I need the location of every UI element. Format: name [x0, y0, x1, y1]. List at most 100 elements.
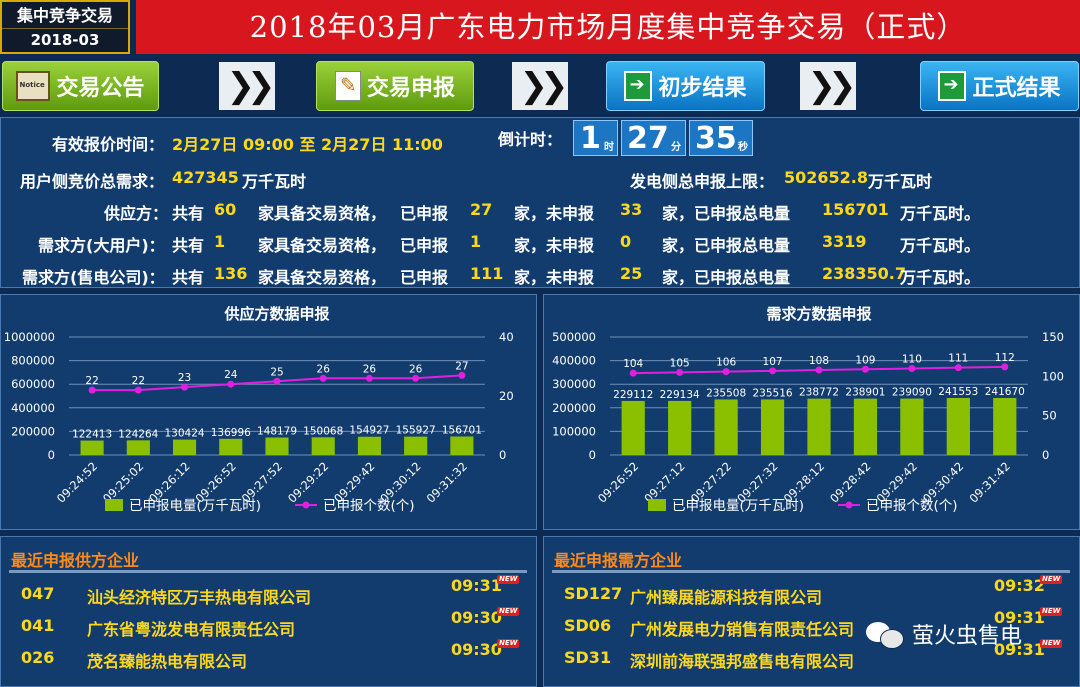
y2-tick-label: 100 — [1042, 369, 1064, 383]
list-item[interactable]: 041 广东省粤泷发电有限责任公司 09:30 NEW — [1, 607, 538, 642]
chart-title: 需求方数据申报 — [766, 305, 871, 323]
bar — [900, 398, 924, 455]
y-tick-label: 0 — [48, 448, 55, 462]
count-value-label: 26 — [317, 363, 331, 375]
x-tick-label: 09:31:42 — [966, 459, 1012, 505]
y2-tick-label: 150 — [1042, 330, 1064, 344]
nav-announcement-button[interactable]: 交易公告 — [2, 61, 159, 111]
legend-line-marker — [302, 501, 310, 509]
wechat-icon — [866, 619, 904, 649]
new-badge: NEW — [497, 607, 520, 616]
nav-final-result-button[interactable]: 正式结果 — [920, 61, 1079, 111]
nav-preliminary-result-button[interactable]: 初步结果 — [606, 61, 765, 111]
bar-value-label: 155927 — [396, 425, 436, 437]
list-item[interactable]: 026 茂名臻能热电有限公司 09:30 NEW — [1, 639, 538, 674]
notice-icon — [16, 71, 51, 101]
count-value-label: 104 — [623, 358, 643, 370]
count-value-label: 106 — [716, 357, 736, 369]
list-item[interactable]: SD31 深圳前海联强邦盛售电有限公司 09:31 NEW — [544, 639, 1080, 674]
count-point — [1001, 363, 1009, 371]
bar-value-label: 235508 — [706, 387, 746, 399]
y-tick-label: 100000 — [552, 424, 596, 438]
bar-value-label: 238772 — [799, 387, 839, 399]
demand-chart: 需求方数据申报 0 100000 200000 300000 400000 500000 0 5… — [552, 305, 1064, 514]
bar-value-label: 154927 — [349, 425, 389, 437]
report-time: 09:30 — [451, 608, 502, 627]
legend-bar-swatch — [648, 499, 666, 511]
company-name: 汕头经济特区万丰热电有限公司 — [87, 588, 312, 607]
nav-declaration-button[interactable]: 交易申报 — [316, 61, 474, 111]
legend-bar-swatch — [105, 499, 123, 511]
new-badge: NEW — [1040, 639, 1063, 648]
bar — [80, 440, 104, 455]
y-tick-label: 1000000 — [4, 330, 55, 344]
demand-value: 427345 — [172, 168, 239, 187]
list-item[interactable]: 047 汕头经济特区万丰热电有限公司 09:31 NEW — [1, 575, 538, 610]
legend-bar-label: 已申报电量(万千瓦时) — [129, 498, 261, 514]
bar — [807, 398, 831, 455]
y2-tick-label: 50 — [1042, 409, 1057, 423]
bar-value-label: 241670 — [985, 386, 1025, 398]
chart-title: 供应方数据申报 — [223, 305, 329, 323]
new-badge: NEW — [1040, 607, 1063, 616]
company-name: 深圳前海联强邦盛售电有限公司 — [630, 652, 855, 671]
count-value-label: 22 — [132, 375, 145, 387]
company-code: SD06 — [564, 616, 612, 635]
stat-volume: 156701 — [822, 200, 889, 219]
x-tick-label: 09:24:52 — [54, 459, 100, 505]
divider — [552, 570, 1070, 573]
y-tick-label: 200000 — [11, 424, 55, 438]
count-value-label: 107 — [763, 356, 783, 368]
bar-value-label: 136996 — [211, 427, 251, 439]
list-item[interactable]: SD127 广州臻展能源科技有限公司 09:32 NEW — [544, 575, 1080, 610]
nav-label: 初步结果 — [658, 76, 747, 101]
countdown-seconds: 35 秒 — [689, 120, 753, 156]
bar — [668, 400, 692, 455]
bar — [621, 400, 645, 455]
y-tick-label: 200000 — [552, 401, 596, 415]
count-point — [181, 383, 189, 391]
legend-line-label: 已申报个数(个) — [323, 498, 415, 514]
company-name: 茂名臻能热电有限公司 — [87, 652, 248, 671]
count-value-label: 110 — [902, 353, 922, 365]
stat-reported: 27 — [470, 200, 493, 219]
stat-total: 136 — [214, 264, 248, 283]
count-point — [88, 386, 96, 394]
bar-value-label: 124264 — [118, 428, 158, 440]
bar-value-label: 229112 — [613, 389, 653, 401]
supply-chart: 供应方数据申报 0 200000 400000 600000 800000 1000000 0… — [4, 305, 514, 514]
y-tick-label: 500000 — [552, 330, 596, 344]
stat-reported: 1 — [470, 232, 482, 251]
demand-label: 用户侧竞价总需求： — [20, 172, 165, 191]
bar — [311, 437, 335, 455]
stat-unreported: 25 — [620, 264, 643, 283]
count-value-label: 112 — [995, 352, 1015, 364]
count-value-label: 108 — [809, 355, 829, 367]
bar-value-label: 241553 — [938, 386, 978, 398]
countdown-hours: 1 时 — [573, 120, 618, 156]
divider — [9, 570, 527, 573]
stat-party: 需求方(大用户)： — [38, 236, 165, 255]
y-tick-label: 400000 — [552, 354, 596, 368]
new-badge: NEW — [497, 639, 520, 648]
bar — [714, 399, 738, 455]
double-chevron-right-icon: ❯❯ — [219, 62, 275, 110]
valid-time-value: 2月27日 09:00 至 2月27日 11:00 — [172, 135, 443, 154]
count-point — [412, 374, 420, 382]
bar — [404, 436, 428, 455]
stat-volume: 3319 — [822, 232, 867, 251]
count-point — [273, 377, 281, 385]
stat-reported: 111 — [470, 264, 504, 283]
demand-unit: 万千瓦时 — [242, 172, 307, 191]
double-chevron-right-icon: ❯❯ — [800, 62, 856, 110]
company-code: SD127 — [564, 584, 623, 603]
y-tick-label: 800000 — [11, 354, 55, 368]
bar-value-label: 148179 — [257, 426, 297, 438]
count-value-label: 26 — [409, 363, 423, 375]
list-item[interactable]: SD06 广州发展电力销售有限责任公司 09:31 NEW — [544, 607, 1080, 642]
bar — [357, 436, 381, 455]
bar — [993, 397, 1017, 455]
bar — [265, 437, 289, 455]
bar-value-label: 130424 — [165, 428, 205, 440]
